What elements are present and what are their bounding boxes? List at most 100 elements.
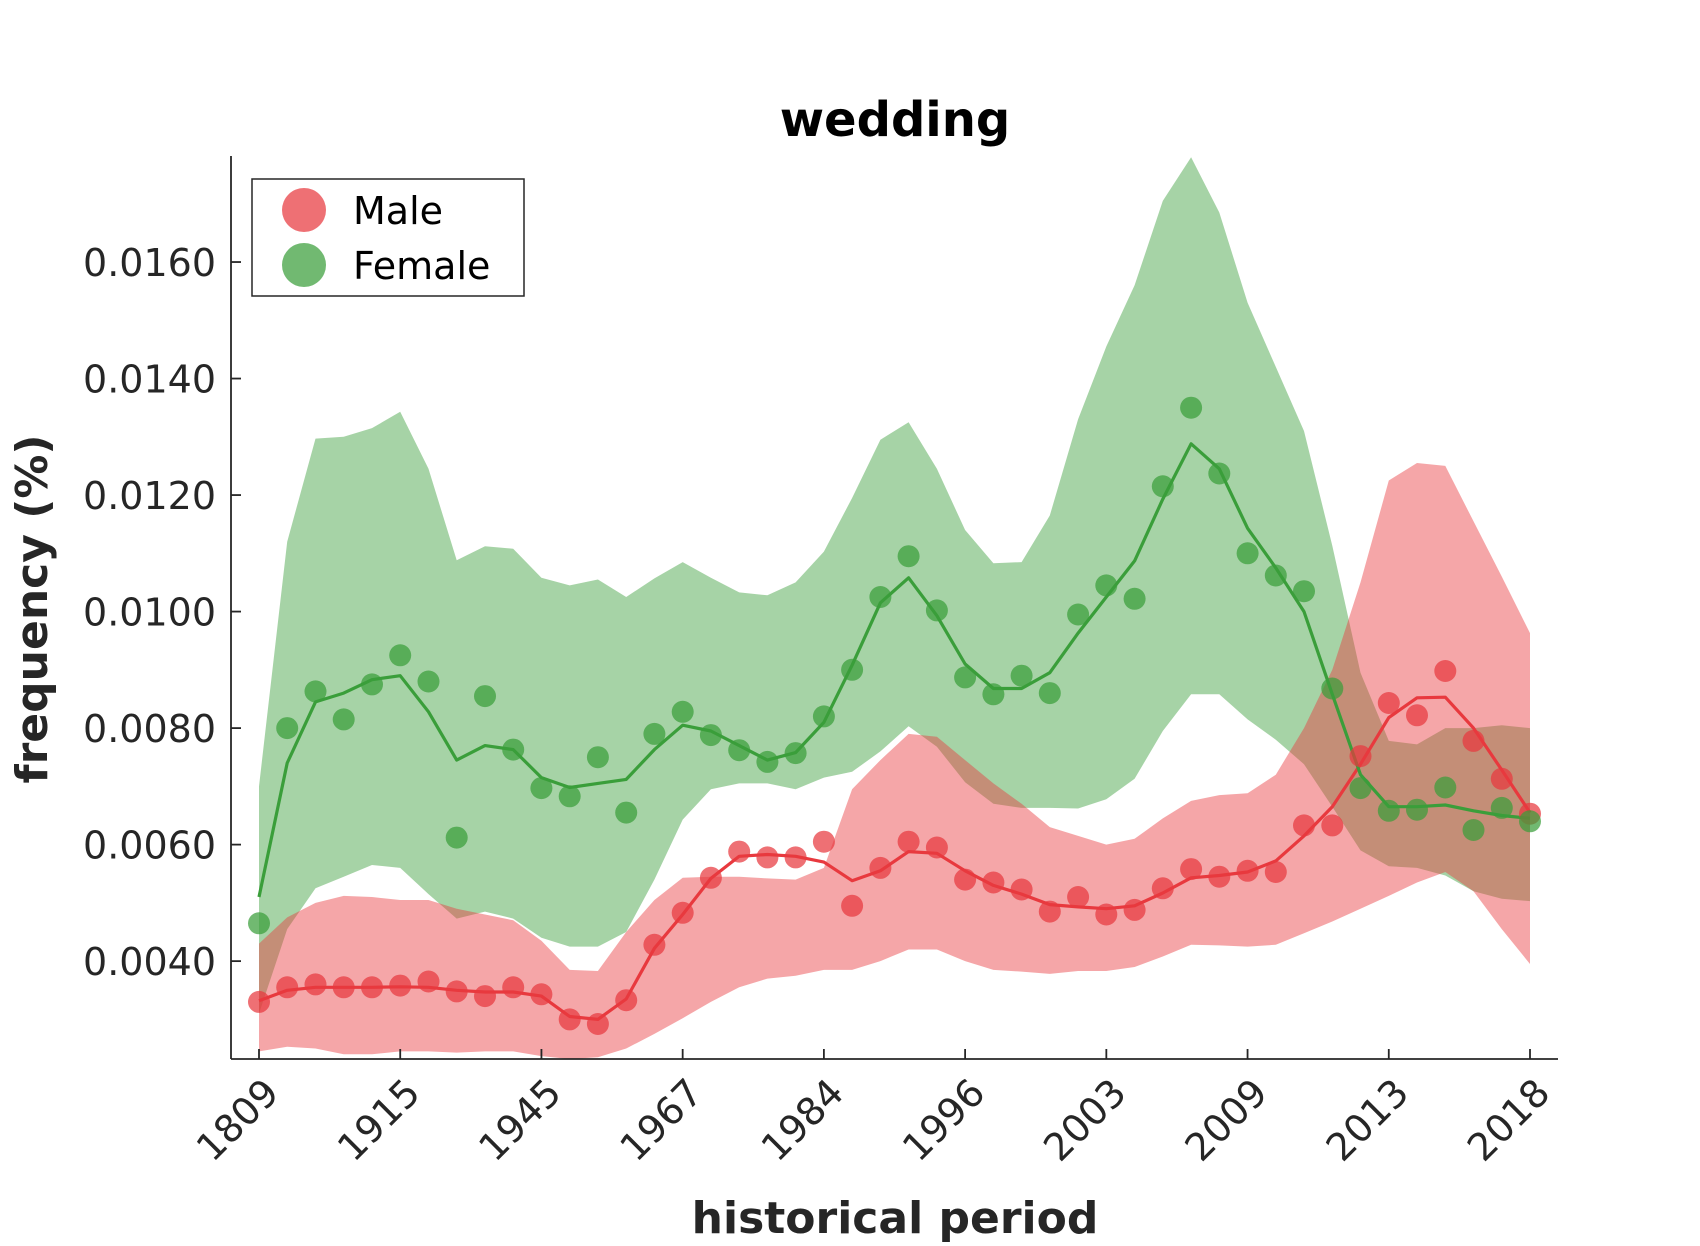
data-points (248, 396, 1541, 1035)
point-male (812, 830, 835, 853)
point-female (728, 739, 751, 762)
point-female (1434, 776, 1457, 799)
point-male (445, 980, 468, 1003)
point-female (248, 912, 270, 935)
legend-label-female: Female (353, 244, 490, 288)
point-male (1208, 865, 1231, 888)
point-female (925, 599, 948, 622)
point-female (502, 738, 525, 761)
point-male (1123, 898, 1146, 921)
point-male (841, 894, 864, 917)
point-female (1208, 462, 1231, 485)
point-female (699, 724, 722, 747)
point-male (1180, 858, 1203, 881)
point-female (530, 777, 553, 800)
point-male (1321, 814, 1344, 837)
point-female (586, 746, 609, 769)
point-male (1067, 886, 1090, 908)
point-female (897, 545, 920, 568)
point-female (558, 785, 581, 808)
point-female (784, 742, 807, 765)
chart-title: wedding (780, 92, 1011, 148)
point-female (445, 826, 468, 849)
trend-lines (257, 442, 1532, 1022)
point-male (474, 985, 496, 1008)
point-female (982, 683, 1005, 706)
point-male (304, 973, 327, 996)
point-male (558, 1008, 581, 1031)
point-male (897, 830, 920, 853)
point-male (1377, 692, 1400, 714)
point-male (1406, 704, 1428, 727)
point-female (869, 586, 892, 608)
point-male (1038, 900, 1061, 923)
point-female (474, 685, 496, 708)
point-male (982, 871, 1005, 894)
point-male (671, 901, 694, 924)
y-axis-ticks: 0.0040 0.0060 0.0080 0.0100 0.0120 0.0140 0.01… (83, 241, 241, 984)
point-female (812, 705, 835, 728)
point-female (1349, 777, 1372, 800)
point-male (925, 836, 948, 859)
point-male (1462, 729, 1485, 752)
point-female (1123, 587, 1146, 610)
point-male (643, 933, 666, 956)
point-male (586, 1013, 609, 1035)
point-female (1293, 580, 1315, 603)
point-female (1462, 819, 1485, 841)
point-male (954, 868, 977, 891)
point-female (1519, 810, 1541, 833)
legend-marker-female (282, 243, 326, 287)
point-female (1010, 664, 1033, 687)
legend-label-male: Male (353, 189, 443, 233)
point-male (361, 976, 383, 999)
line-female (257, 442, 1531, 898)
point-male (1095, 903, 1118, 926)
point-female (276, 717, 299, 740)
point-female (615, 801, 638, 824)
point-female (643, 722, 666, 745)
point-female (417, 670, 440, 693)
axes (230, 156, 1558, 1060)
point-male (869, 856, 892, 879)
point-male (530, 983, 553, 1006)
point-female (1490, 796, 1513, 819)
y-axis-label: frequency (%) (7, 434, 58, 783)
y-tick-label: 0.0080 (83, 707, 216, 751)
point-male (276, 976, 299, 999)
legend-marker-male (282, 188, 326, 232)
point-female (1264, 564, 1287, 587)
y-tick-label: 0.0160 (83, 241, 216, 285)
point-male (1490, 767, 1513, 790)
point-male (248, 990, 270, 1013)
point-male (389, 974, 412, 997)
point-female (304, 680, 327, 703)
point-female (1180, 396, 1203, 419)
point-female (1095, 574, 1118, 597)
point-male (502, 976, 525, 999)
point-male (756, 846, 779, 869)
point-male (332, 976, 355, 999)
line-male (258, 695, 1532, 1022)
point-female (1406, 798, 1428, 821)
point-female (1151, 475, 1174, 498)
point-female (361, 673, 383, 696)
legend: Male Female (251, 178, 525, 297)
y-tick-label: 0.0140 (83, 358, 216, 402)
point-male (1236, 859, 1259, 882)
point-male (1293, 814, 1315, 837)
point-male (1151, 877, 1174, 900)
point-male (699, 866, 722, 889)
point-female (954, 666, 977, 689)
point-female (1321, 677, 1344, 700)
point-male (1349, 745, 1372, 768)
point-female (332, 708, 355, 731)
point-male (1264, 861, 1287, 883)
point-female (1377, 799, 1400, 822)
point-male (1010, 878, 1033, 901)
point-female (841, 658, 864, 681)
point-male (1434, 660, 1457, 682)
band-male (259, 463, 1530, 1059)
point-female (389, 644, 412, 667)
